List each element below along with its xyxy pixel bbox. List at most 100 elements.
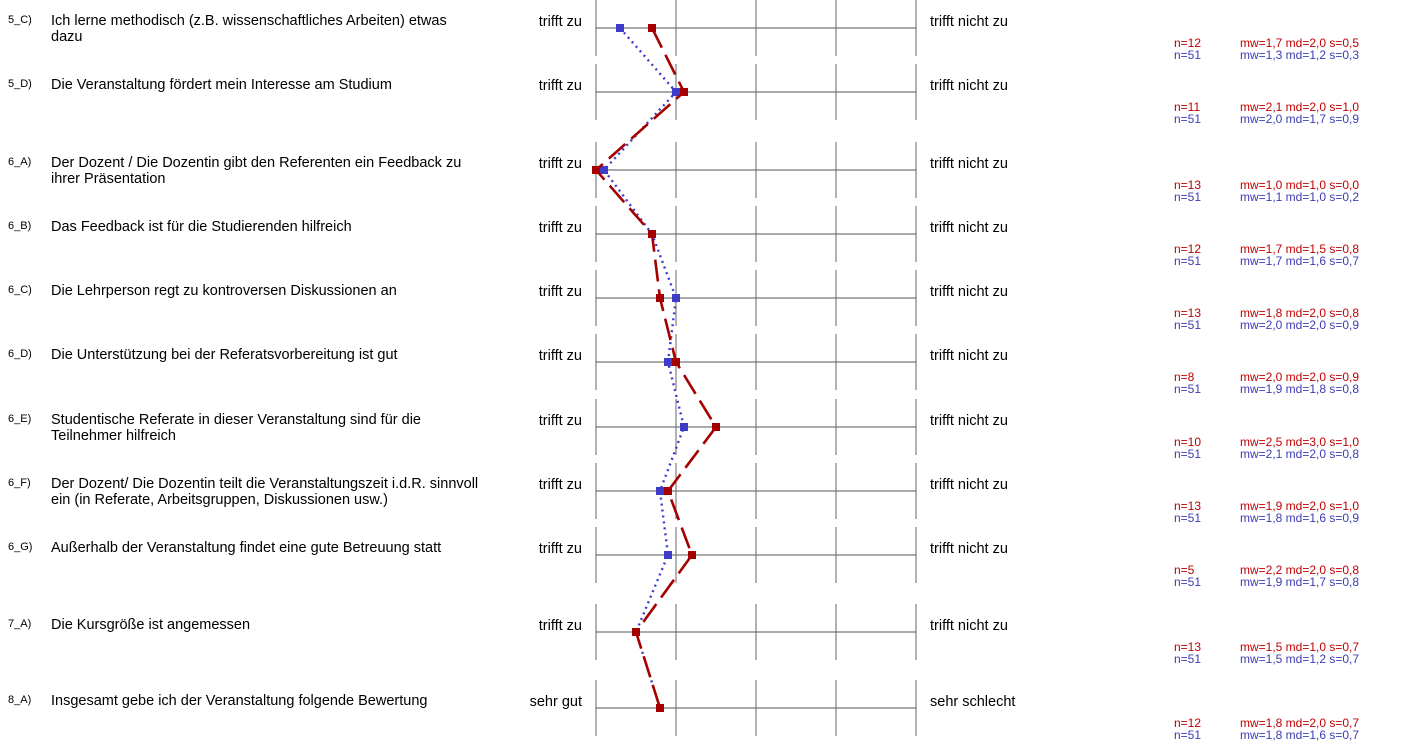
series-course-point: [648, 24, 656, 32]
stats-n: n=51: [1174, 510, 1202, 525]
stats-line-comparison: n=51 mw=1,8 md=1,6 s=0,7: [1174, 727, 1360, 742]
stats-line-comparison: n=51 mw=1,9 md=1,7 s=0,8: [1174, 574, 1359, 589]
question-code: 6_G): [8, 541, 33, 553]
stats-n: n=12: [1174, 36, 1202, 50]
statistics-block: n=12 mw=1,7 md=1,5 s=0,8 n=51 mw=1,7 md=1,6…: [1174, 242, 1360, 268]
question-code: 6_B): [8, 220, 32, 232]
right-pole-label: trifft nicht zu: [930, 413, 1008, 429]
stats-values: mw=1,8 md=1,6 s=0,7: [1240, 727, 1360, 742]
stats-line-course: n=13 mw=1,8 md=2,0 s=0,8: [1174, 306, 1360, 320]
question-code: 5_D): [8, 78, 32, 90]
right-pole-label: trifft nicht zu: [930, 541, 1008, 557]
series-course-point: [656, 294, 664, 302]
left-pole-label: trifft zu: [538, 78, 582, 94]
question-text: Die Lehrperson regt zu kontroversen Disk…: [51, 283, 397, 299]
stats-values: mw=1,7 md=1,6 s=0,7: [1240, 253, 1360, 268]
stats-line-course: n=13 mw=1,5 md=1,0 s=0,7: [1174, 640, 1360, 654]
stats-n: n=51: [1174, 111, 1202, 126]
series-course-point: [656, 704, 664, 712]
stats-n: n=51: [1174, 574, 1202, 589]
series-course-point: [592, 166, 600, 174]
statistics-block: n=13 mw=1,9 md=2,0 s=1,0 n=51 mw=1,8 md=1,6…: [1174, 499, 1360, 525]
statistics-block: n=12 mw=1,7 md=2,0 s=0,5 n=51 mw=1,3 md=1,2…: [1174, 36, 1360, 62]
right-pole-label: trifft nicht zu: [930, 220, 1008, 236]
series-course-point: [632, 628, 640, 636]
stats-values: mw=1,7 md=1,5 s=0,8: [1240, 242, 1360, 256]
series-course-point: [672, 358, 680, 366]
stats-n: n=51: [1174, 446, 1202, 461]
stats-n: n=51: [1174, 47, 1202, 62]
question-code: 7_A): [8, 618, 32, 630]
stats-values: mw=1,8 md=2,0 s=0,7: [1240, 716, 1360, 730]
stats-values: mw=2,1 md=2,0 s=1,0: [1240, 100, 1360, 114]
left-pole-label: trifft zu: [538, 220, 582, 236]
series-course-point: [688, 551, 696, 559]
left-pole-label: trifft zu: [538, 348, 582, 364]
series-course-point: [680, 88, 688, 96]
right-pole-label: trifft nicht zu: [930, 156, 1008, 172]
stats-n: n=12: [1174, 242, 1202, 256]
stats-line-course: n=13 mw=1,9 md=2,0 s=1,0: [1174, 499, 1360, 513]
stats-line-course: n=12 mw=1,7 md=2,0 s=0,5: [1174, 36, 1360, 50]
right-pole-label: trifft nicht zu: [930, 284, 1008, 300]
left-pole-label: trifft zu: [538, 477, 582, 493]
stats-values: mw=1,9 md=1,8 s=0,8: [1240, 381, 1360, 396]
stats-line-comparison: n=51 mw=1,9 md=1,8 s=0,8: [1174, 381, 1360, 396]
stats-values: mw=2,5 md=3,0 s=1,0: [1240, 435, 1360, 449]
stats-line-course: n=12 mw=1,8 md=2,0 s=0,7: [1174, 716, 1360, 730]
question-code: 5_C): [8, 14, 32, 26]
series-comparison-point: [664, 358, 672, 366]
right-pole-label: trifft nicht zu: [930, 78, 1008, 94]
stats-line-comparison: n=51 mw=1,3 md=1,2 s=0,3: [1174, 47, 1359, 62]
stats-line-comparison: n=51 mw=2,0 md=2,0 s=0,9: [1174, 317, 1360, 332]
stats-n: n=51: [1174, 189, 1202, 204]
stats-values: mw=1,8 md=2,0 s=0,8: [1240, 306, 1360, 320]
question-text: Die Kursgröße ist angemessen: [51, 617, 251, 633]
stats-values: mw=1,7 md=2,0 s=0,5: [1240, 36, 1360, 50]
stats-line-course: n=12 mw=1,7 md=1,5 s=0,8: [1174, 242, 1360, 256]
stats-n: n=51: [1174, 651, 1202, 666]
stats-n: n=8: [1174, 370, 1195, 384]
stats-n: n=51: [1174, 727, 1202, 742]
stats-n: n=11: [1174, 100, 1201, 114]
statistics-block: n=11 mw=2,1 md=2,0 s=1,0 n=51 mw=2,0 md=1,7…: [1174, 100, 1360, 126]
series-course-point: [712, 423, 720, 431]
stats-n: n=13: [1174, 306, 1202, 320]
statistics-block: n=13 mw=1,5 md=1,0 s=0,7 n=51 mw=1,5 md=1,2…: [1174, 640, 1360, 666]
question-text: Der Dozent / Die Dozentin gibt den Refer…: [51, 155, 462, 187]
statistics-block: n=8 mw=2,0 md=2,0 s=0,9 n=51 mw=1,9 md=1,8 …: [1174, 370, 1360, 396]
right-pole-label: trifft nicht zu: [930, 14, 1008, 30]
right-pole-label: trifft nicht zu: [930, 477, 1008, 493]
stats-values: mw=2,0 md=2,0 s=0,9: [1240, 370, 1360, 384]
question-code: 6_A): [8, 156, 32, 168]
stats-values: mw=2,0 md=1,7 s=0,9: [1240, 111, 1360, 126]
stats-values: mw=1,8 md=1,6 s=0,9: [1240, 510, 1360, 525]
series-comparison-point: [672, 88, 680, 96]
series-comparison-line: [602, 27, 686, 709]
stats-n: n=12: [1174, 716, 1202, 730]
question-code: 6_F): [8, 477, 31, 489]
stats-n: n=51: [1174, 317, 1202, 332]
statistics-block: n=10 mw=2,5 md=3,0 s=1,0 n=51 mw=2,1 md=2,0…: [1174, 435, 1360, 461]
stats-n: n=13: [1174, 640, 1202, 654]
statistics-block: n=13 mw=1,8 md=2,0 s=0,8 n=51 mw=2,0 md=2,0…: [1174, 306, 1360, 332]
stats-line-comparison: n=51 mw=1,7 md=1,6 s=0,7: [1174, 253, 1360, 268]
stats-values: mw=1,9 md=2,0 s=1,0: [1240, 499, 1360, 513]
stats-values: mw=2,0 md=2,0 s=0,9: [1240, 317, 1360, 332]
stats-values: mw=1,5 md=1,0 s=0,7: [1240, 640, 1360, 654]
stats-n: n=13: [1174, 178, 1202, 192]
stats-line-comparison: n=51 mw=1,8 md=1,6 s=0,9: [1174, 510, 1360, 525]
question-text: Die Unterstützung bei der Referatsvorber…: [51, 347, 398, 363]
stats-n: n=51: [1174, 381, 1202, 396]
left-pole-label: trifft zu: [538, 618, 582, 634]
stats-line-comparison: n=51 mw=1,5 md=1,2 s=0,7: [1174, 651, 1359, 666]
series-course-point: [664, 487, 672, 495]
left-pole-label: trifft zu: [538, 284, 582, 300]
right-pole-label: sehr schlecht: [930, 694, 1016, 710]
series-comparison-point: [664, 551, 672, 559]
stats-n: n=51: [1174, 253, 1202, 268]
series-course-line: [594, 27, 718, 709]
question-text: Das Feedback ist für die Studierenden hi…: [51, 219, 352, 235]
statistics-block: n=13 mw=1,0 md=1,0 s=0,0 n=51 mw=1,1 md=1,0…: [1174, 178, 1359, 204]
